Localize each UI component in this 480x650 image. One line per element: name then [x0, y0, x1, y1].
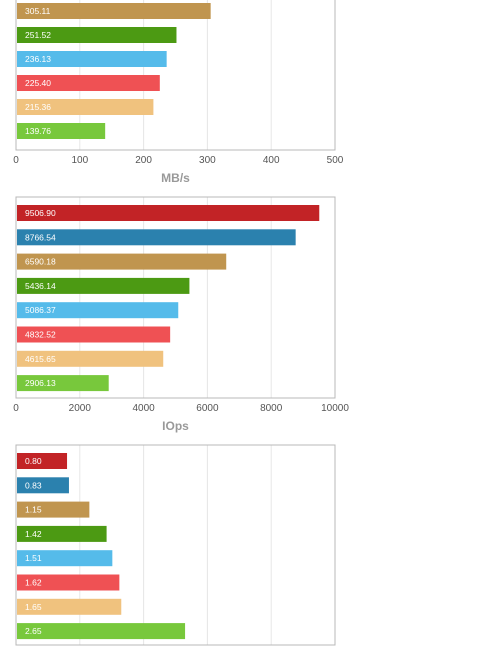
- bar-value-label: 2906.13: [25, 378, 56, 388]
- bar-value-label: 305.11: [25, 6, 51, 16]
- bar: [17, 253, 227, 270]
- chart-2: 9506.90 8766.54 6590.18 5436.14 5086.37 4832.…: [13, 196, 349, 433]
- bar-value-label: 225.40: [25, 78, 51, 88]
- x-tick-label: 300: [199, 155, 216, 166]
- bar: [17, 477, 69, 494]
- bar: [17, 623, 186, 640]
- plot-frame: [15, 196, 336, 399]
- x-tick-label: 500: [327, 155, 344, 166]
- plot-frame: [15, 0, 336, 151]
- bar: [17, 302, 179, 319]
- x-tick-label: 100: [71, 155, 88, 166]
- bar: [17, 501, 90, 518]
- bar-value-label: 5086.37: [25, 305, 56, 315]
- bar-value-label: 4832.52: [25, 330, 56, 340]
- x-tick-label: 6000: [196, 403, 219, 414]
- chart-1: 305.11 251.52 236.13 225.40 215.36 139.76 0 100…: [13, 0, 344, 185]
- bar-value-label: 8766.54: [25, 232, 56, 242]
- chart-3: 0.80 0.83 1.15 1.42 1.51 1.62 1.65 2.65: [15, 444, 336, 646]
- x-tick-label: 0: [13, 403, 19, 414]
- bar: [17, 27, 177, 43]
- x-tick-label: 200: [135, 155, 152, 166]
- bar: [17, 277, 190, 294]
- bar: [17, 99, 154, 115]
- bar: [17, 350, 164, 367]
- bar: [17, 123, 106, 139]
- x-tick-label: 4000: [132, 403, 155, 414]
- x-tick-label: 400: [263, 155, 280, 166]
- bar-value-label: 9506.90: [25, 208, 56, 218]
- bar: [17, 326, 171, 343]
- bar: [17, 75, 160, 91]
- bar-value-label: 139.76: [25, 126, 51, 136]
- bar-value-label: 236.13: [25, 54, 51, 64]
- plot-frame: [15, 444, 336, 646]
- bar: [17, 574, 120, 591]
- bar: [17, 525, 107, 542]
- bar-value-label: 5436.14: [25, 281, 56, 291]
- bar: [17, 375, 109, 392]
- bar-value-label: 1.65: [25, 602, 42, 612]
- bar-value-label: 1.42: [25, 529, 42, 539]
- bar-value-label: 2.65: [25, 626, 42, 636]
- x-axis-title: MB/s: [161, 171, 190, 185]
- bar: [17, 453, 68, 469]
- x-axis-title: IOps: [162, 419, 189, 433]
- bar-value-label: 1.51: [25, 553, 42, 563]
- bar-value-label: 0.83: [25, 480, 42, 490]
- bar-value-label: 215.36: [25, 102, 51, 112]
- bar-value-label: 6590.18: [25, 257, 56, 267]
- x-tick-label: 8000: [260, 403, 283, 414]
- bar: [17, 229, 296, 246]
- bar: [17, 3, 211, 19]
- bar: [17, 598, 122, 615]
- bar-value-label: 4615.65: [25, 354, 56, 364]
- bar: [17, 51, 167, 67]
- bar-value-label: 251.52: [25, 30, 51, 40]
- bar: [17, 205, 320, 221]
- bar-value-label: 1.62: [25, 578, 42, 588]
- bar-value-label: 0.80: [25, 456, 42, 466]
- x-tick-label: 10000: [321, 403, 349, 414]
- x-tick-label: 2000: [69, 403, 92, 414]
- bar-value-label: 1.15: [25, 505, 42, 515]
- x-tick-label: 0: [13, 155, 19, 166]
- bar: [17, 550, 113, 567]
